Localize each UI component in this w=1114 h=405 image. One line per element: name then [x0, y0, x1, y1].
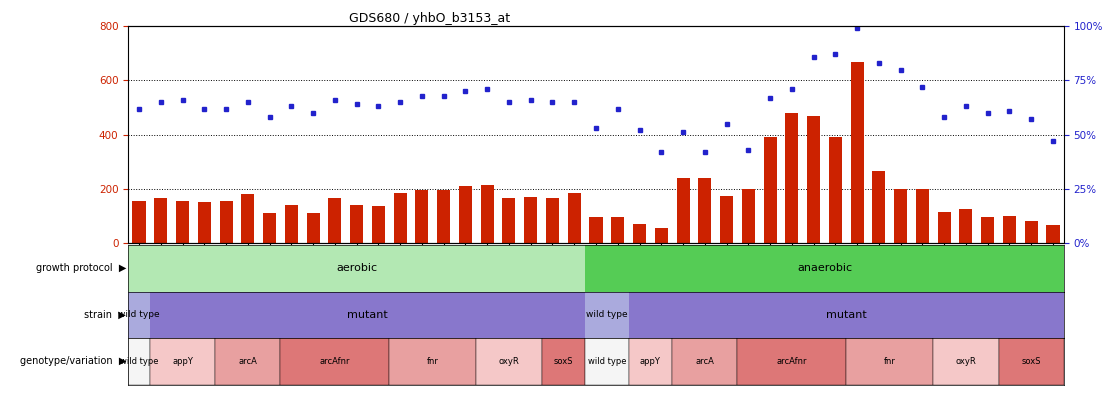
Bar [1003, 216, 1016, 243]
Bar [851, 62, 863, 243]
Bar [959, 209, 973, 243]
Bar [128, 338, 150, 385]
Bar [807, 116, 820, 243]
Bar [720, 196, 733, 243]
Text: wild type: wild type [587, 357, 626, 366]
Bar [916, 189, 929, 243]
Bar [585, 245, 1064, 292]
Bar [895, 189, 907, 243]
Text: growth protocol  ▶: growth protocol ▶ [36, 263, 126, 273]
Bar [176, 201, 189, 243]
Text: arcAfnr: arcAfnr [776, 357, 808, 366]
Bar [589, 217, 603, 243]
Bar [612, 217, 624, 243]
Text: appY: appY [172, 357, 193, 366]
Bar [416, 190, 429, 243]
Bar [480, 185, 494, 243]
Bar [150, 292, 585, 338]
Text: arcA: arcA [695, 357, 714, 366]
Bar [219, 201, 233, 243]
Text: strain  ▶: strain ▶ [85, 310, 126, 320]
Bar [525, 197, 537, 243]
Bar [154, 198, 167, 243]
Bar [546, 198, 559, 243]
Text: genotype/variation  ▶: genotype/variation ▶ [20, 356, 126, 367]
Text: fnr: fnr [427, 357, 439, 366]
Text: anaerobic: anaerobic [797, 263, 852, 273]
Bar [628, 292, 1064, 338]
Bar [128, 292, 150, 338]
Text: arcAfnr: arcAfnr [320, 357, 350, 366]
Bar [934, 338, 998, 385]
Text: oxyR: oxyR [499, 357, 519, 366]
Bar [1025, 221, 1038, 243]
Bar [633, 224, 646, 243]
Bar [198, 202, 211, 243]
Bar [829, 137, 842, 243]
Bar [698, 178, 712, 243]
Bar [242, 194, 254, 243]
Bar [785, 113, 799, 243]
Text: mutant: mutant [825, 310, 867, 320]
Bar [128, 245, 585, 292]
Bar [585, 338, 628, 385]
Bar [672, 338, 737, 385]
Bar [541, 338, 585, 385]
Bar [329, 198, 341, 243]
Bar [281, 338, 389, 385]
Bar [502, 198, 516, 243]
Bar [372, 207, 385, 243]
Bar [568, 193, 580, 243]
Text: wild type: wild type [119, 357, 158, 366]
Text: wild type: wild type [586, 310, 627, 320]
Text: aerobic: aerobic [336, 263, 378, 273]
Text: wild type: wild type [118, 310, 159, 320]
Text: GDS680 / yhbO_b3153_at: GDS680 / yhbO_b3153_at [349, 12, 510, 25]
Bar [393, 193, 407, 243]
Bar [938, 212, 950, 243]
Bar [263, 213, 276, 243]
Bar [150, 338, 215, 385]
Bar [389, 338, 477, 385]
Bar [628, 338, 672, 385]
Bar [350, 205, 363, 243]
Bar [872, 171, 886, 243]
Bar [437, 190, 450, 243]
Bar [215, 338, 281, 385]
Bar [585, 292, 628, 338]
Bar [847, 338, 934, 385]
Bar [981, 217, 994, 243]
Bar [998, 338, 1064, 385]
Text: fnr: fnr [883, 357, 896, 366]
Text: appY: appY [639, 357, 661, 366]
Text: soxS: soxS [1022, 357, 1040, 366]
Text: soxS: soxS [554, 357, 573, 366]
Bar [477, 338, 541, 385]
Bar [763, 137, 776, 243]
Bar [742, 189, 755, 243]
Bar [655, 228, 667, 243]
Bar [459, 186, 472, 243]
Text: oxyR: oxyR [956, 357, 976, 366]
Bar [1046, 226, 1059, 243]
Text: arcA: arcA [238, 357, 257, 366]
Bar [133, 201, 146, 243]
Bar [737, 338, 847, 385]
Bar [285, 205, 297, 243]
Text: mutant: mutant [348, 310, 388, 320]
Bar [306, 213, 320, 243]
Bar [676, 178, 690, 243]
